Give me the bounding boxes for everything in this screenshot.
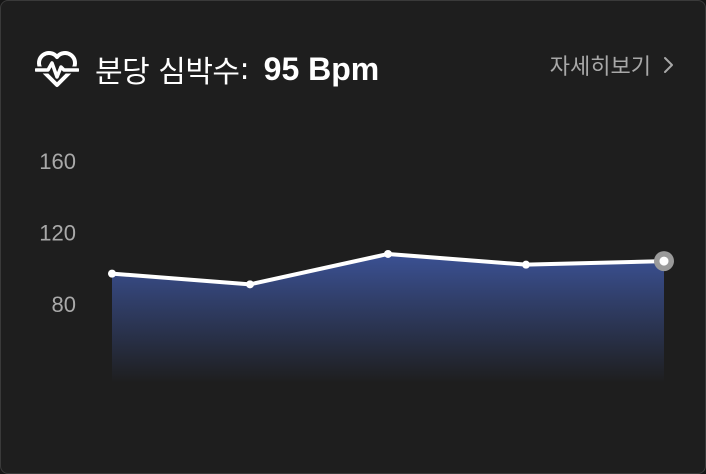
title-label: 분당 심박수 [95,55,240,90]
data-point [522,260,530,269]
data-point [384,249,392,258]
y-tick-label: 120 [39,221,76,246]
view-details-link[interactable]: 자세히보기 [550,49,675,81]
data-point [246,280,254,289]
y-tick-label: 80 [52,292,76,317]
view-details-label: 자세히보기 [549,55,651,80]
chart-area [112,253,664,383]
heart-rate-icon [35,51,79,87]
chevron-right-icon [664,57,673,73]
title-colon: : [239,51,250,87]
y-tick-label: 160 [39,149,76,174]
current-data-point [659,256,669,266]
data-point [108,269,116,278]
card-header: 분당 심박수 : 95 Bpm [35,41,379,97]
heart-rate-value: 95 Bpm [263,50,380,87]
